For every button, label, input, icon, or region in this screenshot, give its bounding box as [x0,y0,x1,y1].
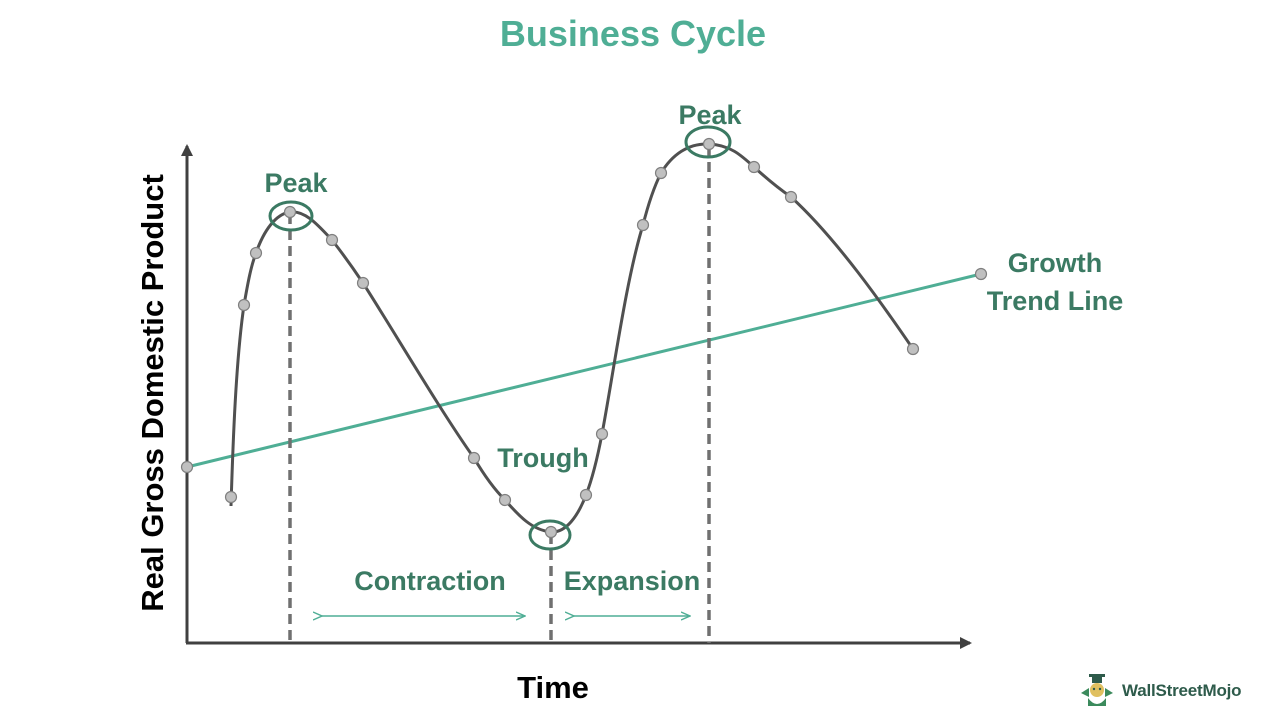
wallstreetmojo-logo: WallStreetMojo [1077,672,1242,710]
peak-1-highlight [268,200,314,232]
curve-marker [636,218,650,232]
trend-line-end-marker [974,267,988,281]
curve-marker [325,233,339,247]
logo-text: WallStreetMojo [1122,681,1242,700]
curve-marker [237,298,251,312]
growth-trend-label-line-2: Trend Line [987,286,1124,316]
mascot-icon [1081,674,1113,706]
peak-2-highlight [684,125,732,159]
curve-marker [747,160,761,174]
curve-marker [702,137,716,151]
curve-marker [224,490,238,504]
curve-markers [224,137,920,539]
growth-trend-line [186,272,982,469]
growth-trend-label-line-1: Growth [1008,248,1103,278]
contraction-label: Contraction [354,566,506,596]
curve-marker [544,525,558,539]
curve-marker [467,451,481,465]
curve-marker [249,246,263,260]
curve-marker [579,488,593,502]
x-axis-label: Time [517,670,589,705]
trough-label: Trough [497,443,588,473]
diagram-title: Business Cycle [500,13,766,54]
trough-highlight [528,519,572,551]
curve-marker [283,205,297,219]
curve-marker [356,276,370,290]
curve-marker [784,190,798,204]
curve-marker [654,166,668,180]
expansion-label: Expansion [564,566,701,596]
curve-marker [906,342,920,356]
curve-marker [595,427,609,441]
business-cycle-curve [229,142,915,534]
curve-marker [498,493,512,507]
trend-line-start-marker [180,460,194,474]
peak-2-label: Peak [678,100,742,130]
peak-1-label: Peak [264,168,328,198]
y-axis-label: Real Gross Domestic Product [135,174,170,612]
